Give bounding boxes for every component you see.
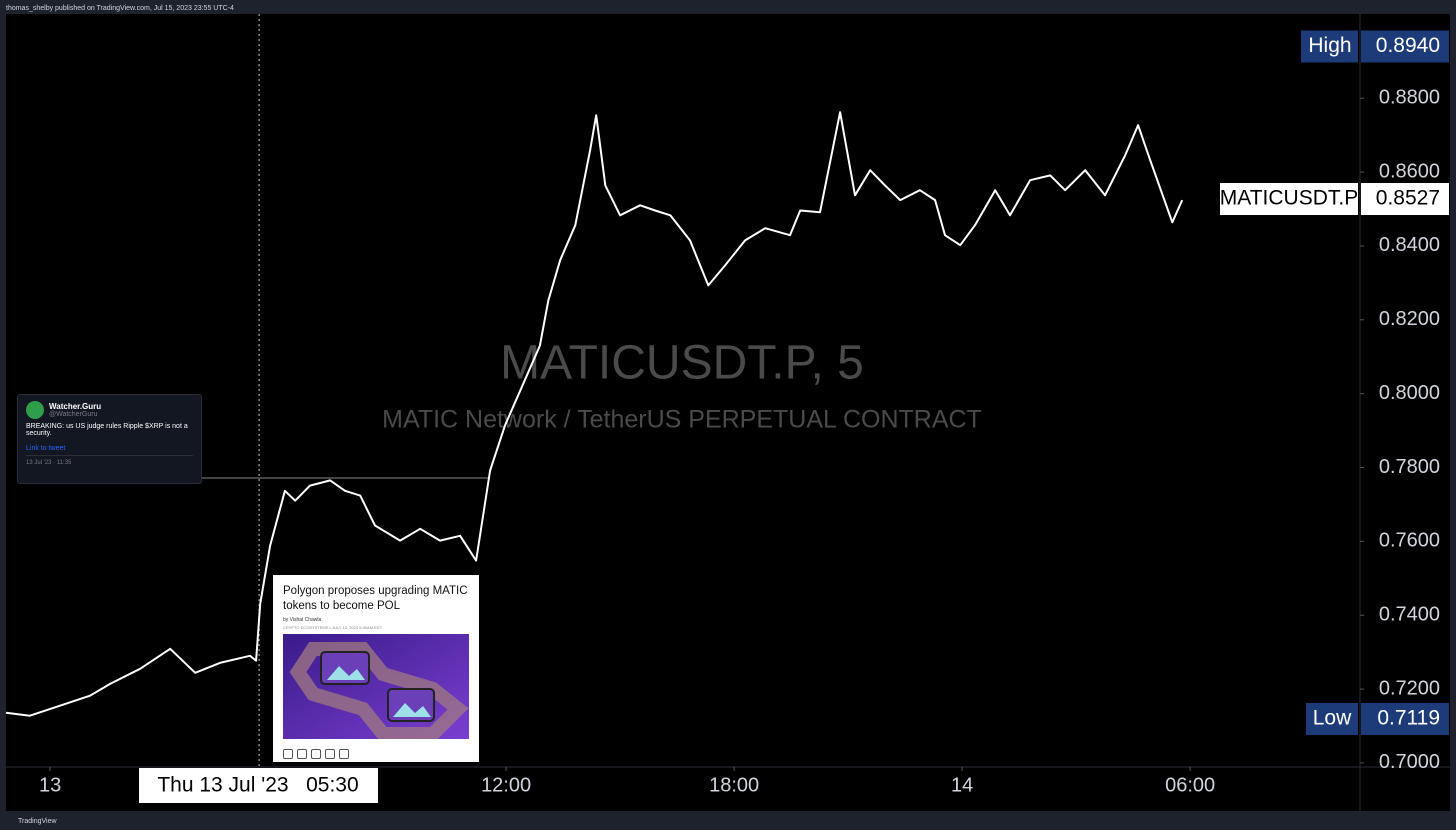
share-icon[interactable]	[325, 749, 335, 759]
brand: TradingView	[18, 818, 57, 825]
y-tick-label: 0.7400	[1379, 603, 1440, 625]
last-price: 0.8527	[1376, 187, 1440, 210]
y-tick-label: 0.8800	[1379, 86, 1440, 108]
y-tick-label: 0.8200	[1379, 308, 1440, 330]
low-value-box	[1361, 702, 1449, 735]
share-icons	[283, 749, 469, 759]
article-title: Polygon proposes upgrading MATIC tokens …	[283, 585, 468, 612]
price-line	[5, 111, 1184, 717]
crosshair-label-box	[139, 768, 378, 803]
x-tick-label: 06:00	[1165, 774, 1215, 796]
article-byline: by Vishal Chawla	[283, 617, 322, 623]
share-icon[interactable]	[339, 749, 349, 759]
share-icon[interactable]	[311, 749, 321, 759]
high-value-box	[1361, 30, 1449, 63]
article-meta: CRYPTO ECOSYSTEMS • JULY 13, 2023 5:30AM…	[283, 625, 383, 630]
high-label-box	[1301, 30, 1358, 63]
high-value: 0.8940	[1376, 34, 1440, 57]
y-tick-label: 0.7600	[1379, 530, 1440, 552]
x-tick-label: 13	[39, 774, 61, 796]
x-tick-label: 12:00	[481, 774, 531, 796]
share-icon[interactable]	[283, 749, 293, 759]
x-tick-label: 18:00	[709, 774, 759, 796]
y-tick-label: 0.7800	[1379, 456, 1440, 478]
x-tick-label: 14	[951, 774, 973, 796]
symbol-label: MATICUSDT.P	[1220, 187, 1358, 210]
watermark-subtitle: MATIC Network / TetherUS PERPETUAL CONTR…	[382, 406, 982, 434]
avatar	[26, 401, 44, 419]
watermark-title: MATICUSDT.P, 5	[500, 337, 864, 390]
publisher: thomas_shelby published on TradingView.c…	[6, 5, 234, 12]
y-tick-label: 0.7000	[1379, 751, 1440, 773]
y-tick-label: 0.8000	[1379, 382, 1440, 404]
tweet-author: Watcher.Guru @WatcherGuru	[49, 402, 101, 418]
share-icon[interactable]	[297, 749, 307, 759]
chart-area	[6, 14, 1450, 811]
tweet-name: Watcher.Guru	[49, 402, 102, 411]
article-image	[283, 634, 469, 739]
tweet-head: Watcher.Guru @WatcherGuru	[26, 401, 193, 419]
low-label: Low	[1313, 707, 1352, 730]
tweet-text: BREAKING: us US judge rules Ripple $XRP …	[26, 423, 188, 437]
article-card: Polygon proposes upgrading MATIC tokens …	[273, 575, 479, 762]
high-label: High	[1308, 34, 1351, 57]
symbol-label-box	[1220, 183, 1358, 216]
y-tick-label: 0.8600	[1379, 160, 1440, 182]
y-tick-label: 0.7200	[1379, 677, 1440, 699]
crosshair-label: Thu 13 Jul '23 05:30	[157, 774, 358, 797]
tweet-time: 13 Jul '23 · 11:35	[26, 460, 72, 466]
tweet-link[interactable]: Link to tweet	[26, 445, 193, 456]
low-value: 0.7119	[1377, 707, 1440, 730]
last-price-box	[1361, 183, 1449, 216]
y-tick-label: 0.8400	[1379, 234, 1440, 256]
low-label-box	[1306, 702, 1358, 735]
tweet-card: Watcher.Guru @WatcherGuru BREAKING: us U…	[17, 394, 202, 484]
tweet-handle: @WatcherGuru	[49, 411, 98, 418]
